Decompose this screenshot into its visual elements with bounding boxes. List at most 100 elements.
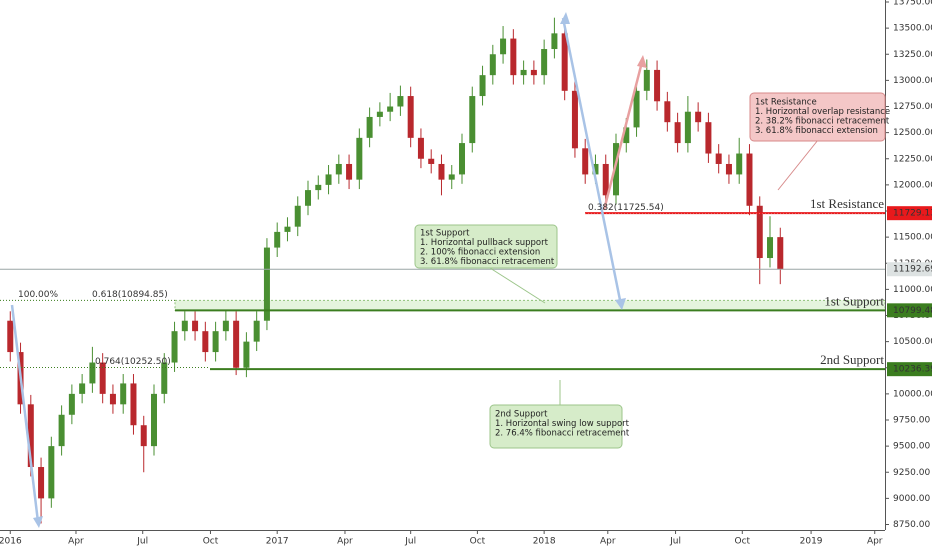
candle-body — [613, 143, 620, 196]
candle-body — [356, 137, 363, 180]
x-tick-label: 2019 — [800, 537, 823, 547]
x-tick-label: Jul — [136, 537, 148, 547]
candle-body — [654, 69, 661, 102]
candle-body — [746, 153, 753, 206]
candle-body — [38, 467, 45, 499]
arrow-head — [33, 516, 43, 528]
candle-body — [274, 231, 281, 248]
y-tick-label: 10500.00 — [893, 337, 932, 347]
price-tag-label: 10799.48 — [893, 306, 932, 316]
candle-body — [756, 205, 763, 259]
y-tick-label: 13500.00 — [893, 24, 932, 34]
arrow-head — [637, 55, 647, 68]
candle-body — [489, 54, 496, 76]
candle-body — [346, 163, 353, 180]
price-tag — [887, 303, 932, 318]
x-tick-label: Apr — [337, 537, 353, 547]
candle-body — [48, 446, 55, 499]
candle-body — [68, 393, 75, 415]
candle-body — [736, 153, 743, 175]
price-tag-label: 10236.39 — [893, 365, 932, 375]
x-tick-label: Jul — [404, 537, 416, 547]
fib-label: 0.764(10252.50) — [95, 357, 171, 367]
x-tick-label: 2016 — [0, 537, 22, 547]
candle-body — [705, 122, 712, 154]
candle-body — [130, 383, 137, 426]
candle-body — [99, 362, 106, 394]
fib-label: 0.618(10894.85) — [92, 290, 168, 300]
candle-body — [664, 101, 671, 123]
level-label: 2nd Support — [820, 352, 884, 367]
arrows — [10, 12, 819, 528]
y-tick-label: 9500.00 — [893, 442, 930, 452]
x-tick-label: Oct — [735, 537, 751, 547]
note-text: 1st Resistance — [755, 98, 817, 108]
candle-body — [7, 320, 14, 353]
price-tag-label: 11192.69 — [893, 265, 932, 275]
candle-body — [202, 331, 209, 353]
callout-pointer — [489, 267, 546, 304]
y-tick-label: 12750.00 — [893, 102, 932, 112]
candle-body — [325, 174, 332, 185]
candle-body — [448, 174, 455, 180]
candle-body — [674, 122, 681, 144]
note-text: 1. Horizontal overlap resistance — [755, 107, 890, 117]
candle-body — [407, 96, 414, 138]
note-box — [749, 92, 886, 142]
candle-body — [253, 320, 260, 342]
level-label: 1st Support — [824, 293, 884, 308]
candle-body — [233, 320, 240, 368]
price-tag — [887, 206, 932, 221]
candle-body — [79, 383, 86, 394]
candle-body — [305, 190, 312, 206]
candle-body — [777, 237, 784, 270]
note-box — [489, 404, 623, 449]
price-tag — [887, 362, 932, 377]
y-tick-label: 13250.00 — [893, 50, 932, 60]
candle-body — [294, 205, 301, 227]
price-tag — [887, 262, 932, 277]
candle-body — [684, 111, 691, 144]
x-tick-label: Apr — [68, 537, 84, 547]
candle-body — [520, 69, 527, 76]
candle-body — [58, 414, 65, 447]
candle-body — [561, 33, 568, 91]
candle-body — [315, 184, 322, 191]
candle-body — [192, 320, 199, 332]
candle-body — [335, 163, 342, 175]
candle-body — [541, 49, 548, 76]
x-tick-label: Apr — [600, 537, 616, 547]
support-zone — [174, 299, 886, 311]
fib-label: 100.00% — [18, 290, 58, 300]
y-tick-label: 12500.00 — [893, 128, 932, 138]
note-text: 3. 61.8% fibonacci retracement — [420, 257, 555, 267]
candle-body — [417, 137, 424, 159]
candle-body — [767, 237, 774, 259]
note-text: 2. 76.4% fibonacci retracement — [495, 429, 630, 439]
candle-body — [243, 341, 250, 368]
candle-body — [171, 331, 178, 363]
candle-body — [510, 38, 517, 76]
x-tick-label: Apr — [867, 537, 883, 547]
y-tick-label: 9750.00 — [893, 416, 930, 426]
note-text: 1. Horizontal swing low support — [495, 419, 630, 429]
y-tick-label: 8750.00 — [893, 520, 930, 530]
y-tick-label: 12000.00 — [893, 180, 932, 190]
candle-body — [592, 163, 599, 175]
candle-body — [438, 163, 445, 180]
note-text: 2. 100% fibonacci extension — [420, 248, 540, 258]
candle-body — [469, 96, 476, 144]
candle-body — [571, 90, 578, 149]
candle-body — [582, 148, 589, 175]
y-tick-label: 13000.00 — [893, 76, 932, 86]
x-tick-label: 2018 — [533, 537, 556, 547]
candle-body — [387, 106, 394, 112]
note-text: 3. 61.8% fibonacci extension — [755, 126, 878, 136]
candle-body — [459, 143, 466, 175]
candle-body — [376, 111, 383, 117]
candle-body — [284, 226, 291, 232]
candle-body — [212, 331, 219, 353]
candle-body — [222, 320, 229, 332]
